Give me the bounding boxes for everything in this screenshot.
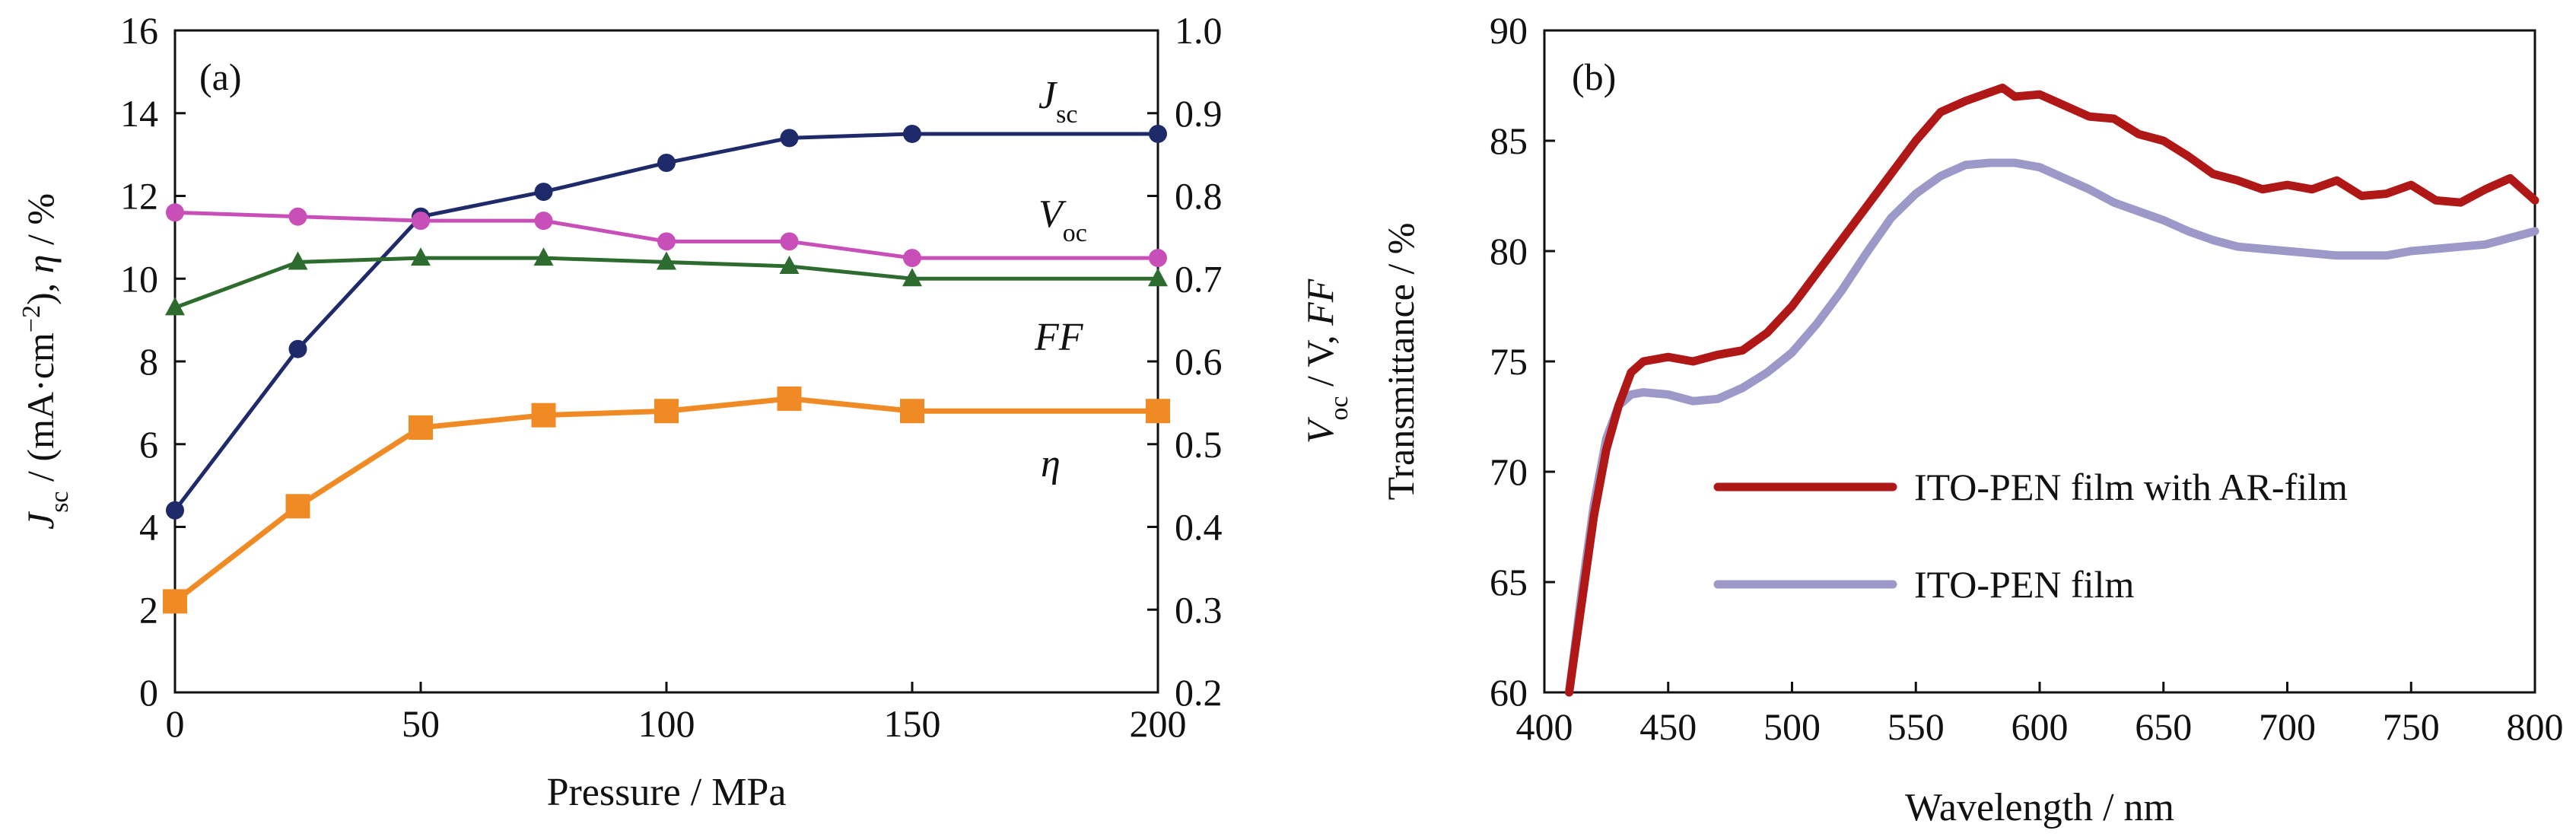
b-y-tick-label: 90: [1490, 9, 1528, 52]
a-data-point: [902, 268, 922, 287]
a-x-tick-label: 200: [1130, 702, 1187, 745]
a-series-label: η: [1041, 442, 1061, 485]
a-left-y-tick-label: 10: [120, 257, 158, 300]
b-x-tick-label: 450: [1639, 705, 1697, 748]
a-series-label: Voc: [1038, 192, 1087, 247]
a-data-point: [166, 501, 184, 520]
a-right-y-tick-label: 0.2: [1175, 671, 1223, 714]
panel-b-legend: ITO-PEN film with AR-film ITO-PEN film: [1713, 466, 2348, 606]
a-left-y-tick-label: 12: [120, 175, 158, 218]
a-series-label: Jsc: [1038, 74, 1077, 129]
a-right-y-tick-label: 1.0: [1175, 9, 1223, 52]
a-left-y-tick-label: 4: [139, 506, 158, 549]
b-y-tick-label: 75: [1490, 340, 1528, 383]
a-x-tick-label: 50: [402, 702, 440, 745]
b-y-tick-label: 65: [1490, 561, 1528, 603]
a-data-point: [531, 402, 556, 428]
a-right-y-tick-label: 0.8: [1175, 175, 1223, 218]
b-x-tick-label: 500: [1763, 705, 1821, 748]
a-right-y-tick-label: 0.6: [1175, 340, 1223, 383]
panel-a-series-labels: Jsc Voc FF η: [1034, 74, 1087, 485]
panel-a-x-axis-label: Pressure / MPa: [547, 771, 787, 814]
a-data-point: [1148, 268, 1168, 287]
a-x-tick-label: 150: [884, 702, 941, 745]
a-data-point: [657, 251, 676, 270]
a-data-point: [903, 249, 921, 268]
a-left-y-tick-label: 0: [139, 671, 158, 714]
a-data-point: [288, 251, 308, 270]
panel-b-x-axis-label: Wavelength / nm: [1905, 786, 2174, 829]
b-y-tick-label: 80: [1490, 230, 1528, 272]
panel-a-plot-frame: [173, 29, 1159, 694]
a-series-line: [174, 210, 1158, 260]
b-x-tick-label: 550: [1887, 705, 1945, 748]
a-data-point: [411, 247, 431, 266]
panel-a-right-y-axis-label: Voc / V, FF: [1299, 278, 1353, 444]
b-x-tick-label: 800: [2507, 705, 2564, 748]
a-data-point: [409, 415, 433, 440]
a-data-point: [1146, 399, 1170, 424]
b-x-tick-label: 750: [2383, 705, 2440, 748]
a-data-point: [165, 297, 185, 316]
a-data-point: [654, 399, 679, 424]
b-series-line: [1565, 158, 2539, 697]
a-series-label: FF: [1034, 316, 1084, 359]
a-left-y-tick-label: 2: [139, 588, 158, 631]
b-y-tick-label: 60: [1490, 671, 1528, 714]
panel-b-y-axis-label: Transmittance / %: [1379, 223, 1422, 501]
panel-a-series-group: [163, 124, 1170, 614]
a-data-point: [288, 207, 307, 226]
a-data-point: [285, 494, 310, 519]
a-data-point: [1149, 249, 1167, 268]
a-data-point: [657, 232, 676, 251]
a-left-y-tick-label: 8: [139, 340, 158, 383]
a-data-point: [163, 589, 187, 614]
panel-a-chart: (a) Pressure / MPa Jsc / (mA·cm−2), η / …: [17, 9, 1353, 814]
b-y-tick-label: 85: [1490, 119, 1528, 162]
b-x-tick-label: 400: [1516, 705, 1573, 748]
b-legend-label: ITO-PEN film: [1914, 563, 2134, 606]
a-data-point: [288, 339, 307, 358]
a-data-point: [412, 212, 430, 231]
b-x-tick-label: 600: [2012, 705, 2069, 748]
a-data-point: [779, 255, 800, 274]
panel-b-chart: (b) Wavelength / nm Transmittance / % 40…: [1379, 9, 2564, 829]
a-data-point: [657, 154, 676, 172]
b-legend-label: ITO-PEN film with AR-film: [1914, 466, 2348, 508]
a-data-point: [1149, 124, 1167, 143]
a-x-tick-label: 100: [638, 702, 695, 745]
b-x-tick-label: 650: [2135, 705, 2192, 748]
a-series-line: [174, 256, 1158, 310]
a-series-line: [173, 132, 1158, 512]
panel-a-ticks: 0 50 100 150 200 0 2 4 6 8 10 12 14 16 0.2 0.3 0.4 0.5 0.6…: [120, 9, 1223, 745]
a-data-point: [166, 203, 184, 222]
a-x-tick-label: 0: [166, 702, 185, 745]
a-data-point: [780, 232, 799, 251]
b-series-line: [1565, 83, 2539, 697]
a-data-point: [780, 129, 799, 148]
a-data-point: [534, 183, 553, 202]
a-right-y-tick-label: 0.7: [1175, 257, 1223, 300]
a-right-y-tick-label: 0.5: [1175, 423, 1223, 466]
a-data-point: [534, 212, 553, 231]
a-series-line: [173, 396, 1158, 604]
a-data-point: [900, 399, 924, 424]
a-data-point: [533, 247, 554, 266]
panel-b-tag: (b): [1572, 56, 1616, 98]
a-data-point: [903, 124, 921, 143]
a-left-y-tick-label: 14: [120, 92, 158, 135]
a-right-y-tick-label: 0.9: [1175, 92, 1223, 135]
a-right-y-tick-label: 0.3: [1175, 588, 1223, 631]
panel-b-ticks: 400 450 500 550 600 650 700 750 800 60 65 70 75 80 85 9…: [1490, 9, 2564, 748]
b-x-tick-label: 700: [2259, 705, 2316, 748]
a-left-y-tick-label: 6: [139, 423, 158, 466]
panel-b-series-group: [1565, 83, 2539, 697]
a-data-point: [777, 386, 802, 411]
panel-a-left-y-axis-label: Jsc / (mA·cm−2), η / %: [17, 193, 74, 530]
b-y-tick-label: 70: [1490, 450, 1528, 493]
a-left-y-tick-label: 16: [120, 9, 158, 52]
panel-a-tag: (a): [199, 56, 242, 98]
a-right-y-tick-label: 0.4: [1175, 506, 1223, 549]
